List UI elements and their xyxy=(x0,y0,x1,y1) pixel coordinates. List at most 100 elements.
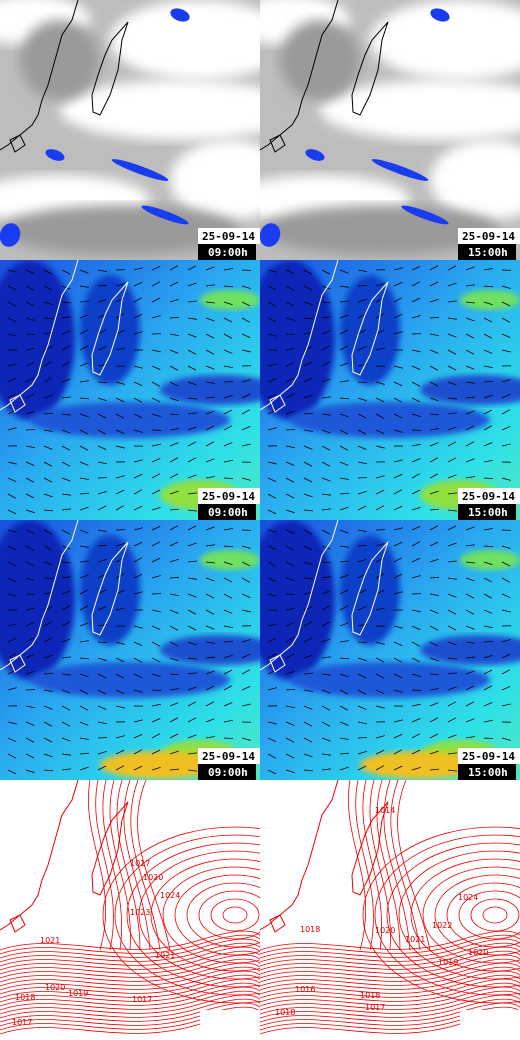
wind-arrow xyxy=(321,429,331,434)
rain-cell xyxy=(430,8,450,22)
wind-arrow xyxy=(267,769,277,775)
wind-arrow xyxy=(303,445,313,450)
wind-arrow xyxy=(7,427,17,431)
wind-arrow xyxy=(115,749,125,755)
wind-arrow xyxy=(429,541,439,547)
wind-arrow xyxy=(61,508,71,511)
coastline xyxy=(91,21,129,116)
wind-arrow xyxy=(187,625,197,631)
map-panel: 25-09-14 15:00h xyxy=(260,0,520,260)
wind-arrow xyxy=(205,381,215,384)
wind-arrow xyxy=(7,637,17,643)
wind-arrow xyxy=(339,285,349,288)
blank-box xyxy=(200,1010,260,1040)
wind-arrow xyxy=(483,380,494,383)
wind-arrow xyxy=(43,429,53,432)
wind-arrow xyxy=(303,477,313,483)
wind-arrow xyxy=(223,459,233,463)
wind-arrow xyxy=(25,317,35,321)
wind-arrow xyxy=(169,428,179,431)
wind-arrow xyxy=(501,349,511,353)
wind-arrow xyxy=(375,489,385,495)
wind-arrow xyxy=(321,721,331,727)
wind-arrow xyxy=(169,508,179,511)
wind-arrow xyxy=(339,705,349,711)
wind-arrow xyxy=(501,639,511,643)
wind-arrow xyxy=(169,657,179,662)
isobar-label: 1018 xyxy=(15,993,35,1002)
wind-arrow xyxy=(133,673,143,679)
isobar xyxy=(0,986,260,1007)
wind-arrow xyxy=(465,381,475,384)
wind-arrow xyxy=(223,545,234,548)
wind-arrow xyxy=(79,737,89,740)
isobar xyxy=(260,962,520,983)
wind-arrow xyxy=(61,378,71,383)
wind-zone xyxy=(260,260,335,420)
wind-arrow xyxy=(447,769,457,772)
wind-arrow xyxy=(79,300,89,303)
wind-arrow xyxy=(501,609,511,613)
wind-arrow xyxy=(267,461,277,465)
isobar xyxy=(383,780,411,951)
wind-arrow xyxy=(483,654,493,659)
wind-arrow xyxy=(133,459,143,463)
wind-arrow xyxy=(483,268,493,271)
wind-arrow xyxy=(483,685,493,691)
wind-arrow xyxy=(411,625,421,630)
wind-arrow xyxy=(25,477,35,483)
isobar xyxy=(398,850,520,980)
wind-arrow xyxy=(43,737,53,743)
wind-arrow xyxy=(43,672,54,675)
wind-arrow xyxy=(79,461,89,466)
wind-arrow xyxy=(357,269,367,272)
wind-arrow xyxy=(339,574,349,579)
wind-arrow xyxy=(133,733,143,739)
wind-arrow xyxy=(223,333,233,339)
isobar xyxy=(102,780,123,951)
dark-cloud xyxy=(280,20,360,100)
wind-arrow xyxy=(241,639,251,643)
isobar-label: 1024 xyxy=(160,891,180,900)
wind-arrow xyxy=(303,529,313,535)
wind-arrow xyxy=(97,346,107,351)
wind-arrow xyxy=(447,641,457,646)
wind-arrow xyxy=(187,381,197,386)
wind-arrow xyxy=(61,285,71,290)
wind-arrow xyxy=(267,509,277,515)
wind-arrow xyxy=(465,333,475,339)
wind-zone xyxy=(0,520,75,680)
wind-arrow xyxy=(115,705,125,709)
wind-arrow xyxy=(223,577,233,583)
wind-arrow xyxy=(43,285,53,291)
wind-arrow xyxy=(223,380,234,383)
wind-arrow xyxy=(447,717,457,723)
wind-arrow xyxy=(339,721,349,726)
wind-arrow xyxy=(285,577,295,581)
isobar xyxy=(114,834,260,996)
wind-arrow xyxy=(7,461,17,465)
wind-arrow xyxy=(447,412,457,415)
wind-arrow xyxy=(393,733,403,739)
wind-arrow xyxy=(321,508,331,511)
wind-arrow xyxy=(285,362,295,367)
wind-arrow xyxy=(465,284,475,287)
wind-arrow xyxy=(339,397,349,400)
wind-arrow xyxy=(169,733,179,739)
wind-arrow xyxy=(393,557,403,563)
wind-arrow xyxy=(447,365,457,371)
coastline xyxy=(269,394,286,413)
wind-arrow xyxy=(169,457,179,463)
wind-arrow xyxy=(375,445,385,449)
wind-arrow xyxy=(241,609,251,613)
wind-arrow xyxy=(267,653,277,659)
wind-arrow xyxy=(339,622,349,627)
wind-arrow xyxy=(267,317,277,323)
wind-arrow xyxy=(97,381,108,383)
wind-arrow xyxy=(151,349,161,353)
wind-arrow xyxy=(79,689,89,695)
wind-arrow xyxy=(97,269,107,272)
wind-arrow xyxy=(339,329,349,335)
wind-arrow xyxy=(267,721,277,725)
wind-zone xyxy=(420,375,520,405)
